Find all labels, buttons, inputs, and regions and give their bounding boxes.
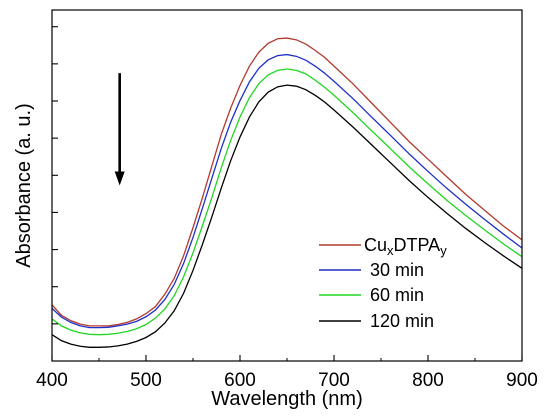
x-tick-label-900: 900: [506, 370, 538, 391]
legend-label-3: 60 min: [370, 285, 424, 305]
x-tick-label-600: 600: [224, 370, 256, 391]
series-line-4: [51, 84, 523, 348]
legend-subscript: y: [440, 243, 447, 258]
x-tick-label-800: 800: [412, 370, 444, 391]
x-axis-title: Wavelength (nm): [211, 388, 363, 410]
legend-label-4: 120 min: [370, 311, 434, 331]
x-tick-label-400: 400: [36, 370, 68, 391]
legend-subscript: x: [387, 243, 394, 258]
annotation-layer: [114, 73, 125, 186]
legend-label-2: 30 min: [370, 260, 424, 280]
series-layer: [51, 37, 523, 348]
arrow-head: [114, 171, 125, 186]
series-line-2: [51, 53, 523, 329]
y-axis-title: Absorbance (a. u.): [13, 103, 35, 268]
labels-layer: 400 500 600 700 800 900 Wavelength (nm) Absorba…: [13, 103, 538, 410]
series-line-3: [51, 68, 523, 336]
plot-frame: [51, 9, 523, 362]
x-tick-label-500: 500: [130, 370, 162, 391]
legend-label-1: CuxDTPAy: [364, 235, 447, 258]
legend-text: DTPA: [394, 235, 441, 255]
x-tick-label-700: 700: [318, 370, 350, 391]
axes-layer: [51, 9, 523, 362]
legend-text: Cu: [364, 235, 387, 255]
series-line-1: [51, 37, 523, 327]
